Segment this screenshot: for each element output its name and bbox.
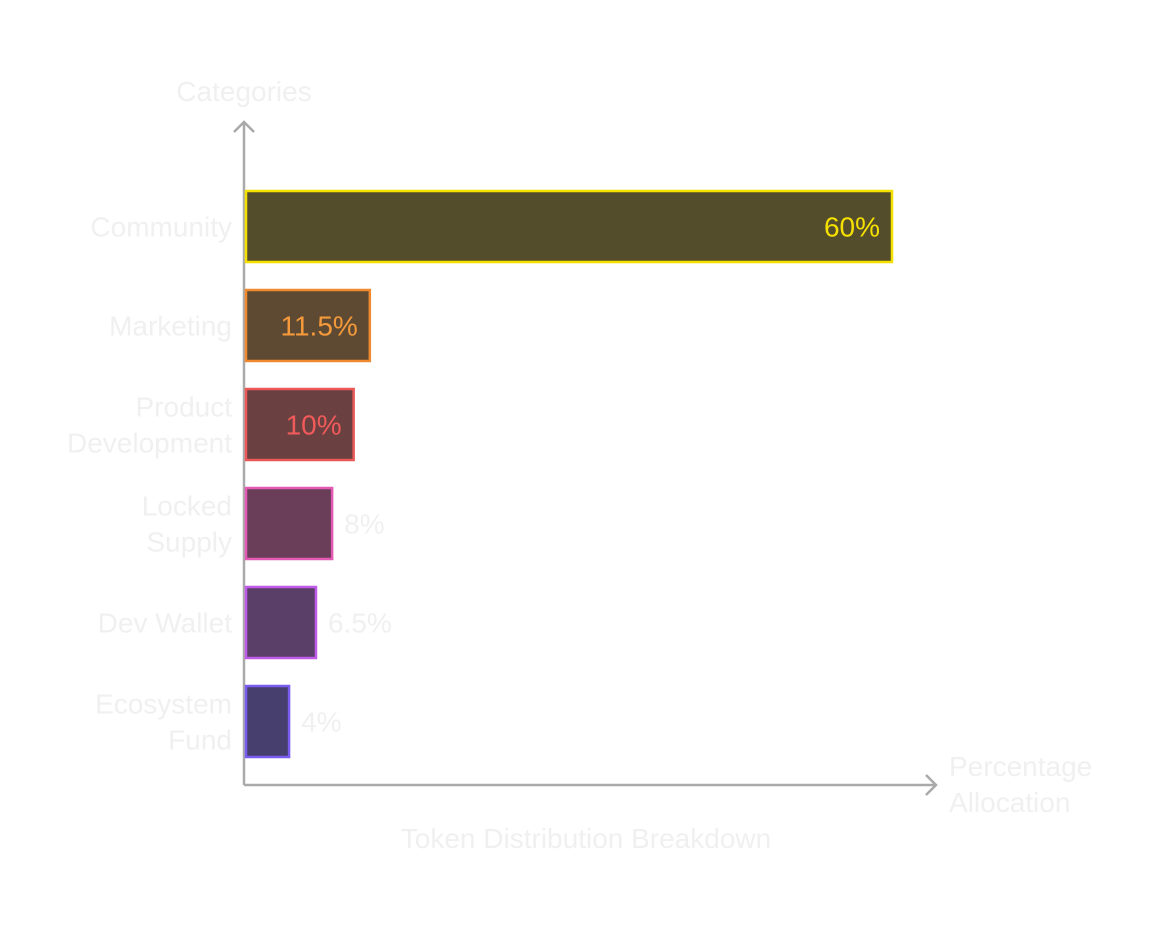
bar-marketing bbox=[244, 288, 372, 363]
value-label-locked-supply: 8% bbox=[344, 509, 384, 540]
axes bbox=[233, 120, 938, 796]
category-label-product-development: Product Development bbox=[67, 392, 232, 459]
bar-group-locked-supply: Locked Supply 8% bbox=[142, 486, 385, 561]
bar-group-marketing: Marketing 11.5% bbox=[109, 288, 372, 363]
bar-group-ecosystem-fund: Ecosystem Fund 4% bbox=[95, 684, 342, 759]
y-axis-arrow bbox=[233, 120, 255, 133]
value-label-dev-wallet: 6.5% bbox=[328, 608, 392, 639]
value-label-product-development: 10% bbox=[286, 410, 342, 441]
x-axis-title-line-2: Allocation bbox=[949, 787, 1070, 818]
x-axis-arrow bbox=[925, 774, 938, 796]
bar-product-development bbox=[244, 387, 355, 462]
category-label-dev-wallet: Dev Wallet bbox=[98, 608, 233, 639]
bar-group-dev-wallet: Dev Wallet 6.5% bbox=[98, 585, 392, 660]
chart-title: Token Distribution Breakdown bbox=[401, 823, 771, 854]
category-label-ecosystem-fund: Ecosystem Fund bbox=[95, 689, 232, 756]
y-axis-title: Categories bbox=[176, 76, 311, 107]
category-label-marketing: Marketing bbox=[109, 311, 232, 342]
x-axis-title-line-1: Percentage bbox=[949, 751, 1092, 782]
bar-group-product-development: Product Development 10% bbox=[67, 387, 355, 462]
bar-ecosystem-fund bbox=[244, 684, 291, 759]
bar-dev-wallet bbox=[244, 585, 318, 660]
value-label-marketing: 11.5% bbox=[280, 311, 357, 342]
bar-community bbox=[244, 189, 894, 264]
bars-group: Community 60% Marketing 11.5% Product Develop… bbox=[67, 189, 894, 759]
value-label-community: 60% bbox=[824, 212, 880, 243]
category-label-locked-supply: Locked Supply bbox=[142, 491, 232, 558]
bar-group-community: Community 60% bbox=[90, 189, 894, 264]
value-label-ecosystem-fund: 4% bbox=[301, 707, 341, 738]
bar-locked-supply bbox=[244, 486, 334, 561]
category-label-community: Community bbox=[90, 212, 232, 243]
